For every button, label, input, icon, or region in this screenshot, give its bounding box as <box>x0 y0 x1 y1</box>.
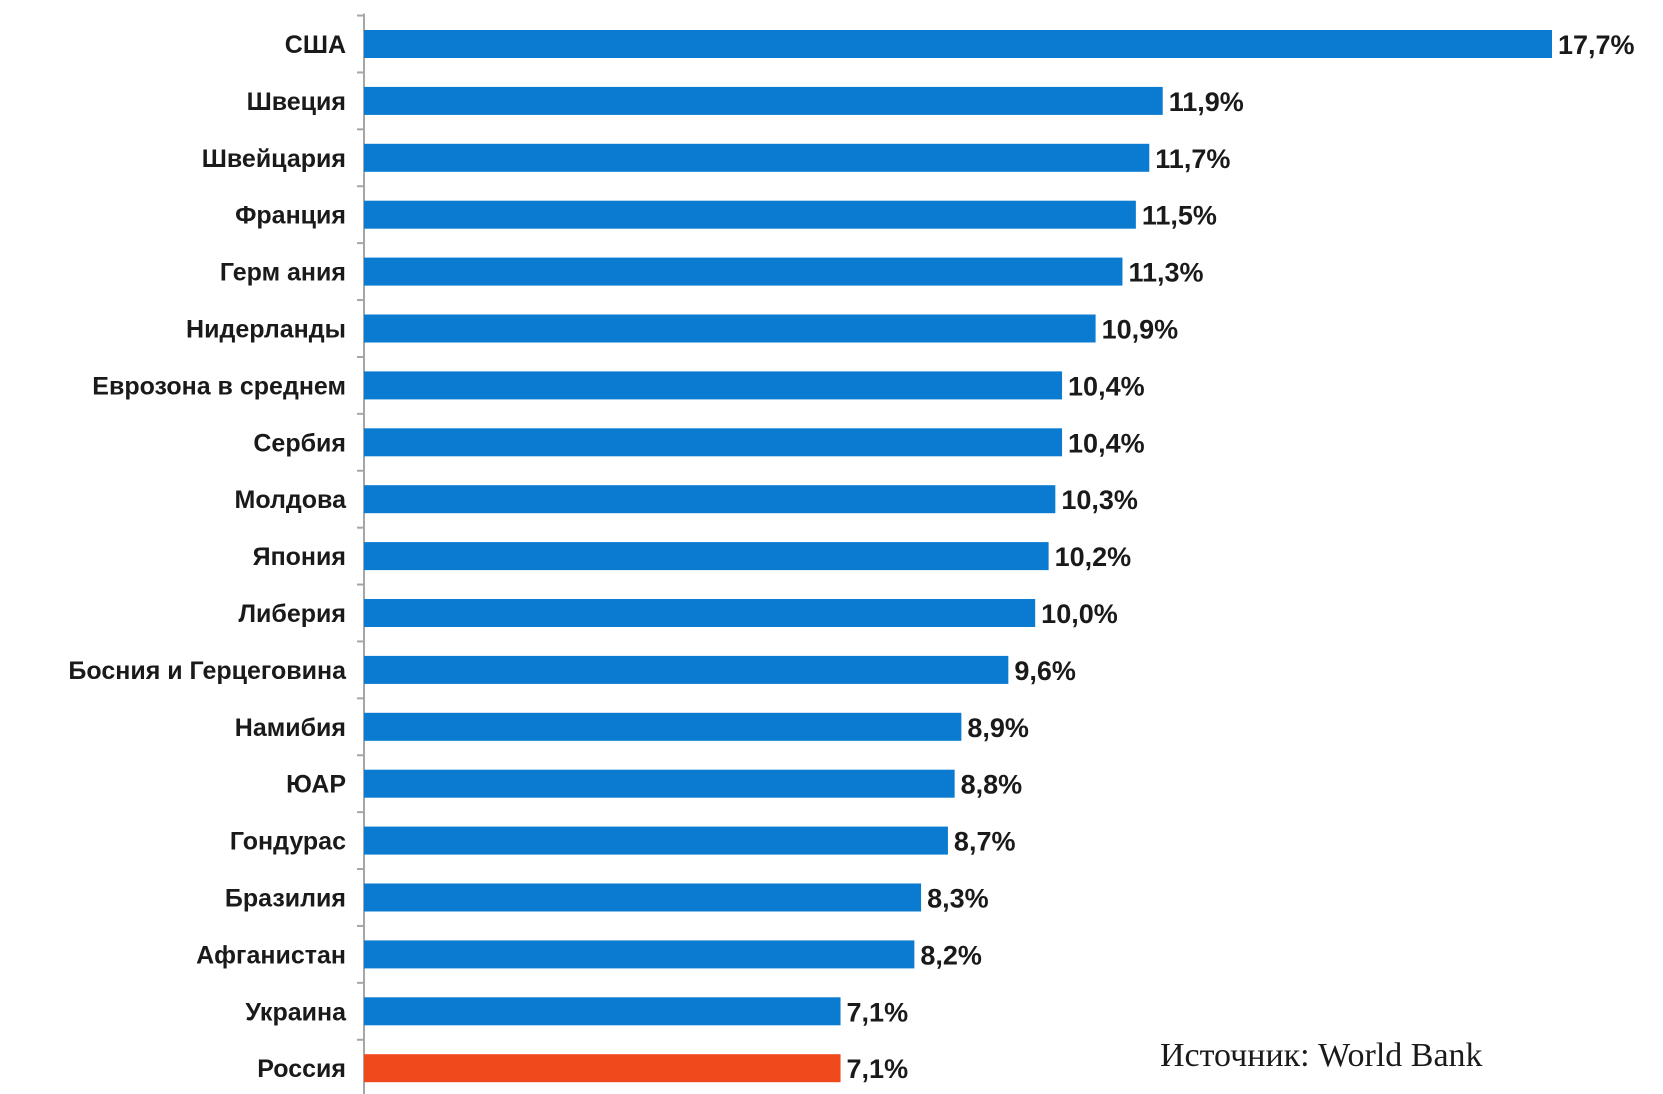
bar <box>364 826 948 855</box>
bar <box>364 883 922 912</box>
value-label: 11,5% <box>1142 201 1217 231</box>
value-label: 8,3% <box>927 884 989 914</box>
bar <box>364 769 955 798</box>
category-label: Россия <box>257 1055 346 1083</box>
category-label: Швеция <box>247 88 346 116</box>
value-label: 10,2% <box>1055 542 1132 572</box>
bar <box>364 712 962 741</box>
bar <box>364 940 915 969</box>
bar <box>364 655 1009 684</box>
category-label: Сербия <box>253 429 346 457</box>
category-label: Нидерланды <box>186 316 346 344</box>
bar <box>364 599 1036 627</box>
bar <box>364 314 1096 343</box>
category-label: Либерия <box>239 600 346 628</box>
value-label: 11,9% <box>1169 87 1244 117</box>
value-label: 10,4% <box>1068 371 1145 401</box>
value-label: 8,8% <box>961 770 1023 800</box>
bar <box>364 997 841 1026</box>
bar <box>364 371 1063 400</box>
value-label: 10,9% <box>1102 315 1179 345</box>
value-label: 7,1% <box>847 997 909 1027</box>
category-label: Швейцария <box>202 145 346 173</box>
bar <box>364 200 1136 229</box>
category-label: США <box>285 31 346 59</box>
value-label: 17,7% <box>1558 30 1635 60</box>
category-label: Франция <box>235 202 346 230</box>
bar <box>364 143 1150 172</box>
category-label: Бразилия <box>225 885 346 913</box>
value-label: 10,3% <box>1061 485 1138 515</box>
category-label: Афганистан <box>196 941 346 969</box>
value-label: 10,4% <box>1068 428 1145 458</box>
value-label: 9,6% <box>1014 656 1076 686</box>
source-note: Источник: World Bank <box>1160 1037 1483 1074</box>
value-label: 7,1% <box>847 1054 909 1084</box>
category-label: Украина <box>245 998 347 1026</box>
category-label: Босния и Герцеговина <box>68 657 347 685</box>
category-label: Еврозона в среднем <box>92 372 346 400</box>
value-label: 11,3% <box>1128 258 1203 288</box>
value-label: 8,2% <box>920 940 982 970</box>
bar <box>364 1054 841 1083</box>
bar <box>364 30 1552 58</box>
category-label: Гондурас <box>230 828 346 856</box>
bar <box>364 257 1123 286</box>
category-label: Герм ания <box>220 259 346 287</box>
category-label: Молдова <box>235 486 348 514</box>
category-label: Япония <box>253 543 346 571</box>
value-label: 8,7% <box>954 827 1016 857</box>
bar <box>364 86 1163 115</box>
value-label: 10,0% <box>1041 599 1118 629</box>
bar <box>364 428 1063 457</box>
value-label: 8,9% <box>967 713 1029 743</box>
value-label: 11,7% <box>1155 144 1230 174</box>
category-label: ЮАР <box>286 771 346 799</box>
bar <box>364 485 1056 514</box>
category-label: Намибия <box>235 714 346 742</box>
bar <box>364 542 1049 571</box>
